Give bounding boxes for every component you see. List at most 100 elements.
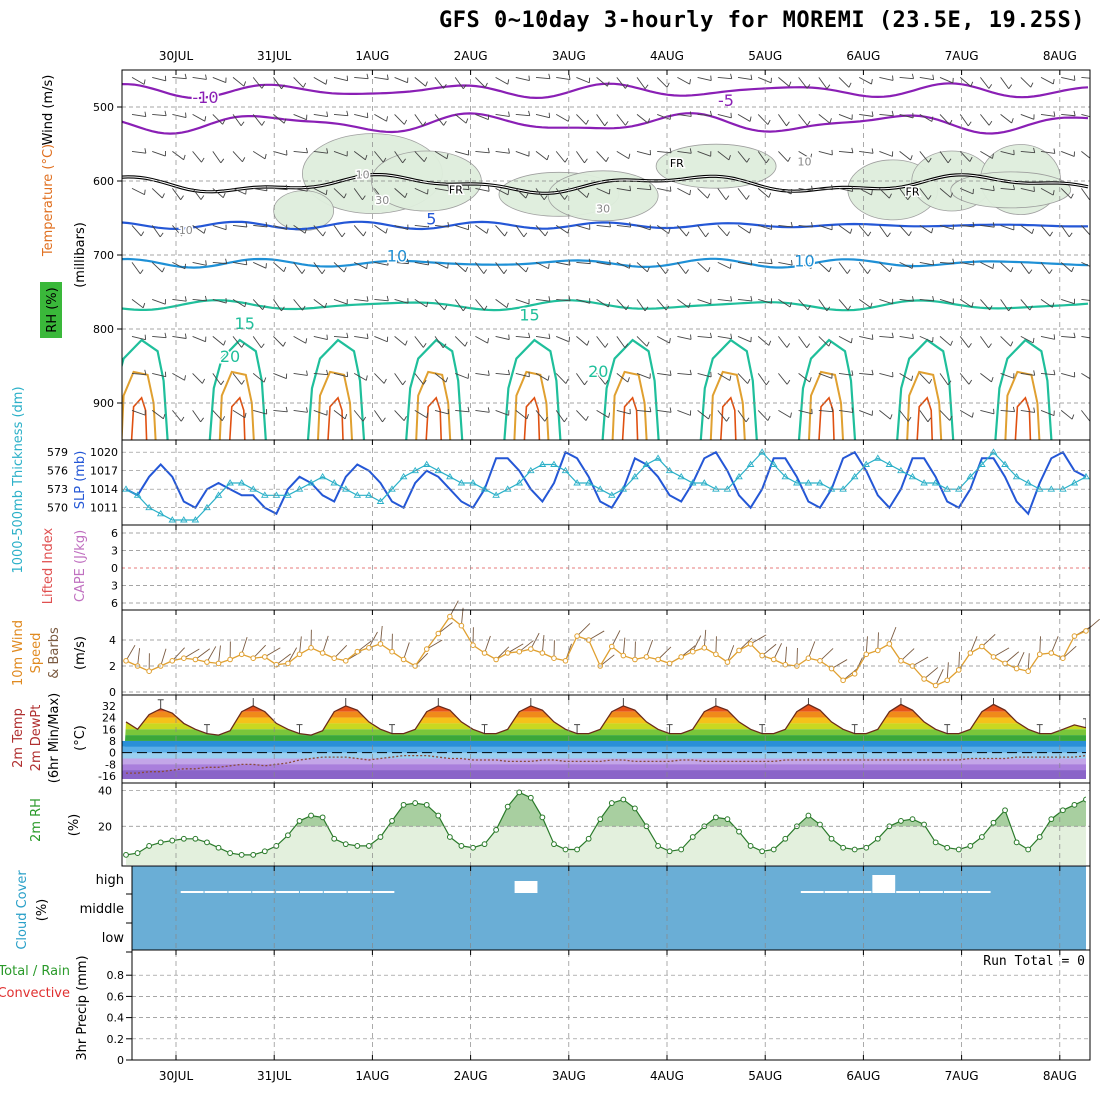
thickness-point [816,479,824,486]
wind-barb [475,370,490,376]
cloud-level-label: high [96,873,124,888]
y-tick-label: 40 [98,785,112,798]
surface-wind-barb [403,642,410,660]
rh-point [608,800,615,806]
wind-barb [535,225,549,237]
y-axis-label-slp: SLP (mb) [73,451,88,510]
surface-wind-barb [1004,651,1020,664]
wind-speed-point [805,655,812,662]
wind-barb [576,114,589,125]
y-tick-label: 0 [111,562,118,575]
rh-point [227,850,233,856]
wind-barb [192,335,207,343]
wind-speed-point [539,650,546,656]
wind-barb [475,336,489,344]
thickness-point [226,479,234,486]
wind-barb [798,299,811,311]
isoline [601,338,660,440]
thickness-point [422,460,431,467]
surface-wind-barb [484,635,491,654]
isoline [122,338,169,440]
wind-barb [1000,114,1014,124]
wind-barb [475,407,490,413]
contour-label: 10 [797,155,811,168]
y-axis-label-wind-units: (m/s) [73,636,88,670]
wind-barb [1081,76,1090,79]
rh-point [504,803,511,810]
thickness-point [862,460,870,467]
wind-barb [939,151,952,164]
temperature-area [122,698,1086,779]
thickness-point [330,479,338,486]
wind-barb [1061,110,1076,117]
wind-barb [1020,186,1035,192]
rh-point [134,850,141,856]
surface-wind-barb [634,641,636,660]
wind-barb [495,225,508,237]
wind-barb [394,373,406,386]
y-tick-label: 0.4 [107,1012,125,1025]
wind-barb [1040,188,1055,196]
wind-barb [1081,225,1090,236]
wind-speed-point [308,645,314,651]
y-tick-label: 700 [93,249,114,262]
wind-barb [879,225,891,238]
wind-barb [333,332,349,339]
y-axis-label-cape: CAPE (J/kg) [73,530,88,602]
wind-barb [212,298,227,304]
wind-speed-point [366,645,372,651]
wind-barb [717,73,733,80]
wind-barb [354,112,369,119]
wind-barb [192,188,205,200]
wind-barb [778,299,792,308]
thickness-point [550,460,558,467]
surface-wind-barb [703,629,707,648]
thickness-point [1035,485,1044,492]
surface-wind-barb [969,636,978,654]
thickness-point [133,491,142,498]
wind-barb [273,184,288,191]
wind-barb [697,225,709,238]
surface-wind-barb [715,636,717,655]
isoline [709,370,746,440]
rh-point [851,846,858,853]
wind-barb [273,262,287,273]
surface-wind-barb [657,646,672,660]
wind-barb [1000,299,1012,312]
wind-barb [798,261,813,269]
wind-speed-point [261,654,268,660]
rh-point [655,843,661,849]
wind-barb [131,334,147,341]
thickness-point [804,479,813,486]
wind-barb [980,77,993,89]
y-tick-label: 24 [102,712,116,725]
thickness-point [561,466,570,474]
wind-barb [657,370,672,376]
surface-wind-barb [1050,636,1059,654]
wind-barb [1020,370,1036,376]
wind-barb [1040,111,1056,117]
surface-wind-barb [831,659,848,669]
wind-speed-line [125,615,1087,687]
wind-barb [1000,224,1015,231]
wind-barb [293,370,308,376]
y-tick-label: 800 [93,323,114,336]
surface-wind-barb [923,667,939,680]
y-axis-label-2m-dewpt: 2m DewPt [29,705,44,772]
wind-barb [535,333,551,340]
y-tick-label: 1011 [90,502,118,515]
rh-point [909,816,916,823]
isoline [797,338,857,440]
wind-barb [293,113,308,121]
date-label-top: 8AUG [1043,49,1077,63]
wind-barb [576,373,588,386]
wind-barb [919,259,935,266]
surface-wind-barb [622,637,626,656]
rh-point [331,835,338,842]
wind-barb [838,262,851,274]
wind-speed-point [1048,650,1055,656]
wind-barb [959,410,974,418]
surface-wind-barb [888,626,897,645]
wind-barb [131,299,146,309]
surface-wind-barb [738,637,753,651]
